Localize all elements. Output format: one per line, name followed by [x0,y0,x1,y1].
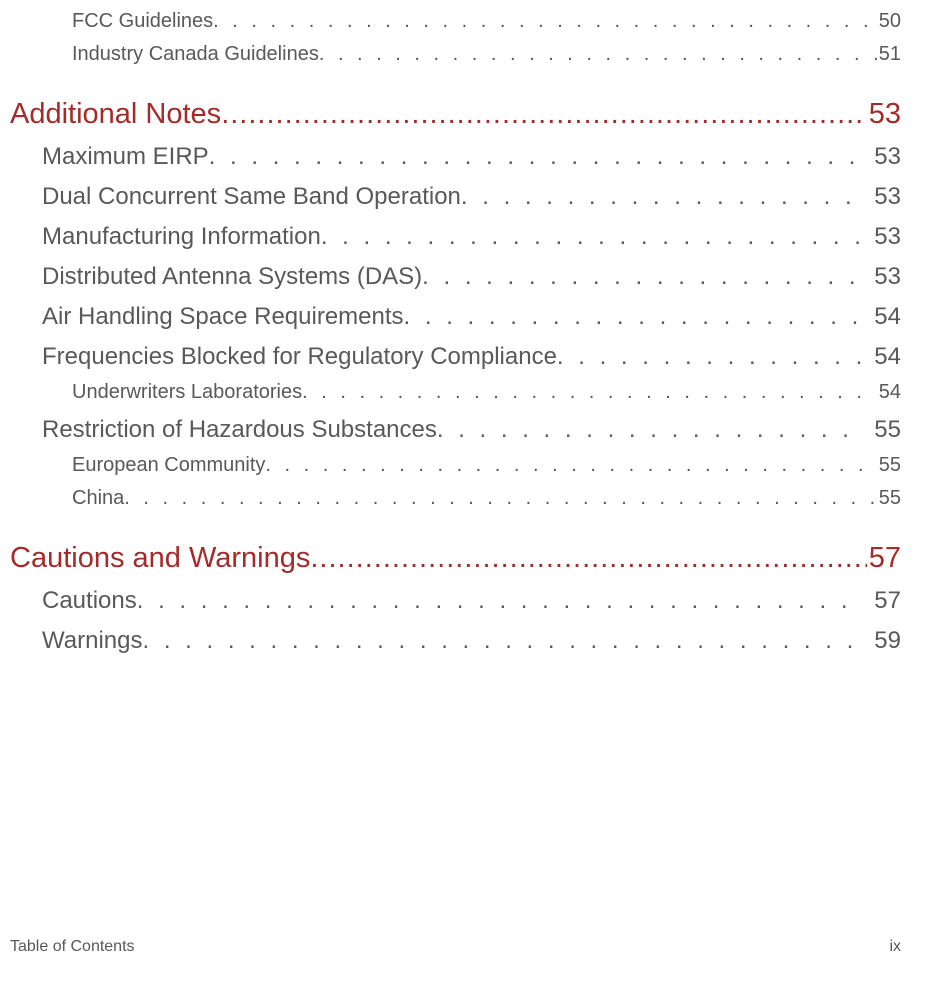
toc-entry-label: China [72,487,124,510]
toc-entry[interactable]: Additional Notes .......................… [10,98,901,131]
toc-dots: ........................................… [221,98,867,131]
toc-entry[interactable]: Cautions . . . . . . . . . . . . . . . .… [10,587,901,615]
toc-entry[interactable]: Air Handling Space Requirements . . . . … [10,303,901,331]
toc-entry-label: Industry Canada Guidelines [72,43,319,66]
toc-dots: . . . . . . . . . . . . . . . . . . . . … [142,627,864,655]
toc-entry-label: European Community [72,454,265,477]
toc-entry[interactable]: Restriction of Hazardous Substances . . … [10,416,901,444]
footer-right: ix [889,938,901,956]
toc-dots: . . . . . . . . . . . . . . . . . . . . … [422,263,864,291]
toc-entry[interactable]: FCC Guidelines . . . . . . . . . . . . .… [10,10,901,33]
toc-entry-label: Dual Concurrent Same Band Operation [42,183,461,211]
toc-entry-page: 53 [864,143,901,171]
toc-entry[interactable]: Warnings . . . . . . . . . . . . . . . .… [10,627,901,655]
toc-dots: . . . . . . . . . . . . . . . . . . . . … [302,381,877,404]
toc-entry-label: FCC Guidelines [72,10,213,33]
footer-left: Table of Contents [10,938,135,956]
toc-dots: ........................................… [310,542,866,575]
toc-entry-label: Frequencies Blocked for Regulatory Compl… [42,343,557,371]
toc-entry-page: 59 [864,627,901,655]
toc-entry-page: 55 [877,454,901,477]
toc-entry-page: 54 [864,303,901,331]
toc-entry-label: Additional Notes [10,98,221,131]
toc-entry[interactable]: European Community . . . . . . . . . . .… [10,454,901,477]
toc-entry-page: 57 [864,587,901,615]
toc-entry-page: 53 [864,263,901,291]
toc-entry-page: 53 [864,183,901,211]
toc-entry[interactable]: Cautions and Warnings ..................… [10,542,901,575]
toc-entry-label: Warnings [42,627,142,655]
toc-entry-page: 50 [877,10,901,33]
toc-entry-page: 53 [864,223,901,251]
toc-entry[interactable]: Maximum EIRP . . . . . . . . . . . . . .… [10,143,901,171]
toc-entry-label: Maximum EIRP [42,143,209,171]
toc-entry-page: 54 [877,381,901,404]
toc-dots: . . . . . . . . . . . . . . . . . . . . … [321,223,864,251]
toc-entry-label: Cautions and Warnings [10,542,310,575]
toc-dots: . . . . . . . . . . . . . . . . . . . . … [209,143,865,171]
toc-dots: . . . . . . . . . . . . . . . . . . . . … [124,487,876,510]
toc-entry-label: Air Handling Space Requirements [42,303,404,331]
toc-entry[interactable]: China . . . . . . . . . . . . . . . . . … [10,487,901,510]
toc-content: FCC Guidelines . . . . . . . . . . . . .… [0,10,939,655]
toc-entry-page: 57 [867,542,901,575]
toc-entry-page: 53 [867,98,901,131]
toc-entry[interactable]: Manufacturing Information . . . . . . . … [10,223,901,251]
toc-dots: . . . . . . . . . . . . . . . . . . . . … [319,43,877,66]
toc-dots: . . . . . . . . . . . . . . . . . . . . … [265,454,876,477]
toc-entry-label: Underwriters Laboratories [72,381,302,404]
toc-entry-label: Restriction of Hazardous Substances [42,416,437,444]
toc-entry[interactable]: Distributed Antenna Systems (DAS) . . . … [10,263,901,291]
toc-entry-label: Distributed Antenna Systems (DAS) [42,263,422,291]
toc-entry-page: 54 [864,343,901,371]
toc-dots: . . . . . . . . . . . . . . . . . . . . … [557,343,864,371]
toc-entry[interactable]: Industry Canada Guidelines . . . . . . .… [10,43,901,66]
toc-entry-label: Manufacturing Information [42,223,321,251]
toc-dots: . . . . . . . . . . . . . . . . . . . . … [437,416,864,444]
toc-dots: . . . . . . . . . . . . . . . . . . . . … [461,183,864,211]
toc-entry[interactable]: Frequencies Blocked for Regulatory Compl… [10,343,901,371]
toc-entry-page: 55 [877,487,901,510]
toc-entry[interactable]: Underwriters Laboratories . . . . . . . … [10,381,901,404]
toc-entry-page: 51 [877,43,901,66]
page-footer: Table of Contents ix [10,938,901,956]
toc-dots: . . . . . . . . . . . . . . . . . . . . … [137,587,865,615]
toc-entry-label: Cautions [42,587,137,615]
toc-entry[interactable]: Dual Concurrent Same Band Operation . . … [10,183,901,211]
toc-dots: . . . . . . . . . . . . . . . . . . . . … [213,10,877,33]
toc-dots: . . . . . . . . . . . . . . . . . . . . … [404,303,865,331]
toc-entry-page: 55 [864,416,901,444]
